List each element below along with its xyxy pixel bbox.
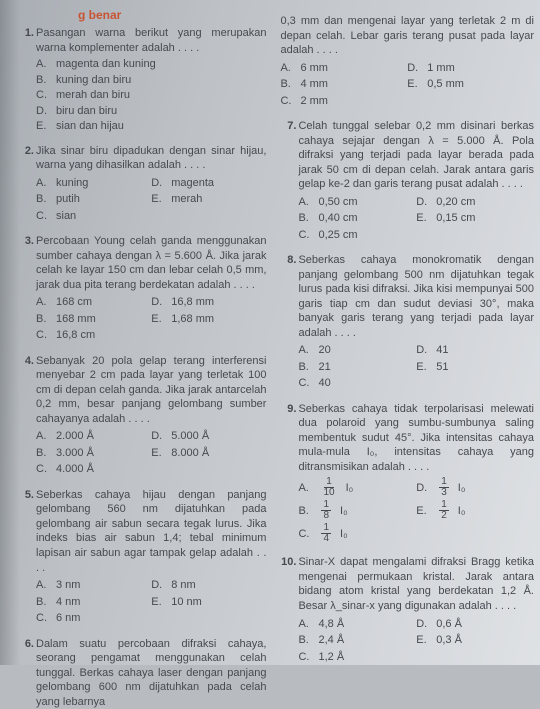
q-options: A.2.000 ÅD.5.000 Å B.3.000 ÅE.8.000 Å C.… <box>36 428 266 478</box>
right-column: 0,3 mm dan mengenai layar yang terletak … <box>280 8 534 657</box>
q-options: A.4,8 ÅD.0,6 Å B.2,4 ÅE.0,3 Å C.1,2 Å <box>298 616 534 666</box>
exam-page: g benar 1. Pasangan warna berikut yang m… <box>0 0 540 665</box>
q-options: A.0,50 cmD.0,20 cm B.0,40 cmE.0,15 cm C.… <box>298 194 534 244</box>
question-10: 10. Sinar-X dapat mengalami difraksi Bra… <box>280 555 534 665</box>
header-fragment: g benar <box>78 8 266 22</box>
opt: E.sian dan hijau <box>36 119 266 134</box>
q-stem: Celah tunggal selebar 0,2 mm disinari be… <box>298 119 534 192</box>
q-stem: Jika sinar biru dipadukan dengan sinar h… <box>36 144 266 173</box>
q-stem: Dalam suatu percobaan difraksi cahaya, s… <box>36 637 266 709</box>
q-options: A.168 cmD.16,8 mm B.168 mmE.1,68 mm C.16… <box>36 294 266 344</box>
q-stem: Seberkas cahaya tidak terpolarisasi mele… <box>298 402 534 475</box>
question-6: 6. Dalam suatu percobaan difraksi cahaya… <box>18 637 266 709</box>
q-options: A.20D.41 B.21E.51 C.40 <box>298 342 534 392</box>
q-number: 7. <box>280 119 296 134</box>
q-options: A.kuningD.magenta B.putihE.merah C.sian <box>36 175 266 225</box>
q-stem: Sinar-X dapat mengalami difraksi Bragg k… <box>298 555 534 613</box>
question-7: 7. Celah tunggal selebar 0,2 mm disinari… <box>280 119 534 243</box>
q-stem: Sebanyak 20 pola gelap terang interferen… <box>36 354 266 427</box>
q-stem: Seberkas cahaya monokromatik dengan panj… <box>298 253 534 340</box>
opt: D.biru dan biru <box>36 104 266 119</box>
q-stem: 0,3 mm dan mengenai layar yang terletak … <box>280 14 534 58</box>
left-column: g benar 1. Pasangan warna berikut yang m… <box>18 8 266 657</box>
fraction: 18 <box>321 500 331 521</box>
question-9: 9. Seberkas cahaya tidak terpolarisasi m… <box>280 402 534 546</box>
question-1: 1. Pasangan warna berikut yang merupakan… <box>18 26 266 134</box>
fraction: 13 <box>439 477 449 498</box>
opt: C.merah dan biru <box>36 88 266 103</box>
q-number: 6. <box>18 637 34 652</box>
question-2: 2. Jika sinar biru dipadukan dengan sina… <box>18 144 266 225</box>
q-number: 3. <box>18 234 34 249</box>
question-6-continued: 0,3 mm dan mengenai layar yang terletak … <box>280 14 534 109</box>
q-number: 9. <box>280 402 296 417</box>
q-number: 4. <box>18 354 34 369</box>
q-options: A.6 mmD.1 mm B.4 mmE.0,5 mm C.2 mm <box>280 60 534 110</box>
question-5: 5. Seberkas cahaya hijau dengan panjang … <box>18 488 266 627</box>
q-stem: Percobaan Young celah ganda menggunakan … <box>36 234 266 292</box>
q-options: A.110I₀D.13I₀B.18I₀E.12I₀C.14I₀ <box>298 476 534 545</box>
q-stem: Pasangan warna berikut yang merupakan wa… <box>36 26 266 55</box>
q-number: 2. <box>18 144 34 159</box>
q-options: A.magenta dan kuning B.kuning dan biru C… <box>36 57 266 134</box>
fraction: 110 <box>321 477 336 498</box>
opt: B.kuning dan biru <box>36 73 266 88</box>
q-number: 1. <box>18 26 34 41</box>
q-number: 8. <box>280 253 296 268</box>
q-number: 5. <box>18 488 34 503</box>
fraction: 14 <box>321 523 331 544</box>
opt: A.magenta dan kuning <box>36 57 266 72</box>
q-number: 10. <box>280 555 296 570</box>
question-8: 8. Seberkas cahaya monokromatik dengan p… <box>280 253 534 392</box>
fraction: 12 <box>439 500 449 521</box>
question-3: 3. Percobaan Young celah ganda menggunak… <box>18 234 266 344</box>
q-stem: Seberkas cahaya hijau dengan panjang gel… <box>36 488 266 575</box>
q-options: A.3 nmD.8 nm B.4 nmE.10 nm C.6 nm <box>36 577 266 627</box>
question-4: 4. Sebanyak 20 pola gelap terang interfe… <box>18 354 266 478</box>
